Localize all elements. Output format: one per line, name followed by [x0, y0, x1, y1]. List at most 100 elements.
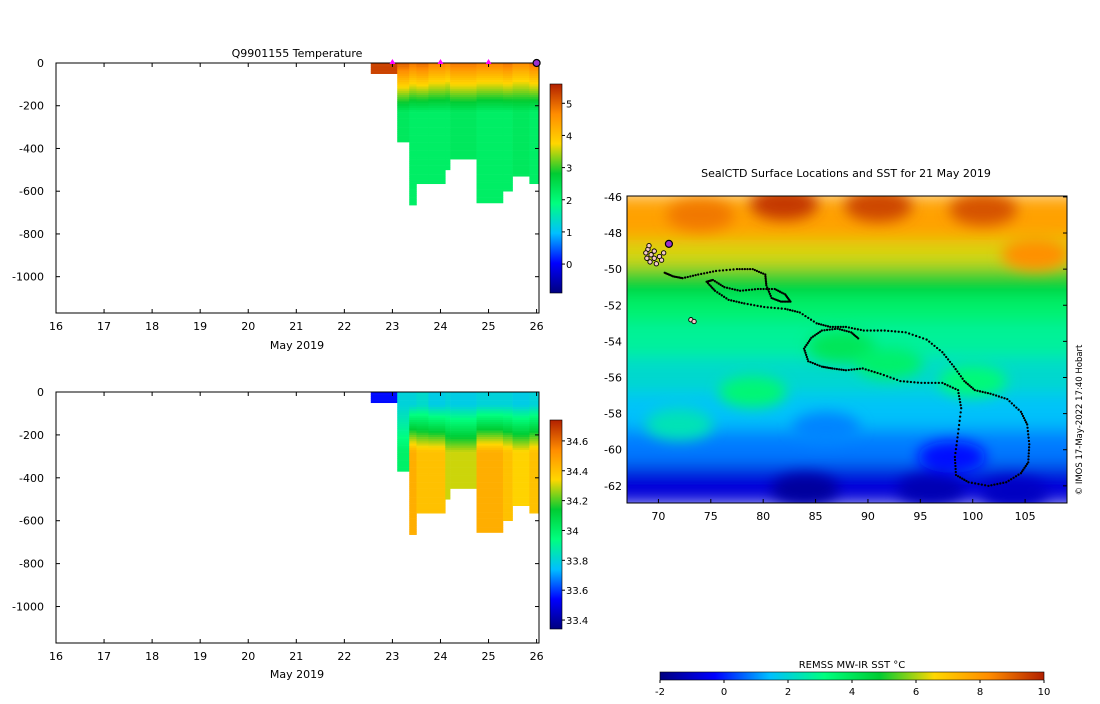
salinity-cell [502, 439, 513, 442]
temperature-cell [476, 195, 504, 198]
temperature-cell [450, 71, 477, 74]
track-point [737, 301, 741, 304]
salinity-cell [428, 503, 446, 507]
temperature-cell [476, 114, 504, 117]
temperature-cell [450, 110, 477, 113]
temperature-cell [428, 137, 446, 141]
temperature-cell [416, 77, 429, 81]
salinity-cell [512, 462, 530, 466]
track-point [906, 380, 909, 383]
temperature-cell [409, 122, 417, 126]
salinity-cell [428, 411, 446, 414]
temperature-cell [428, 146, 446, 149]
salinity-cell [512, 490, 530, 494]
salinity-cell [409, 503, 417, 507]
track-point [703, 272, 706, 275]
temperature-cell [450, 97, 477, 100]
salinity-cell [529, 460, 540, 464]
temperature-cell [416, 69, 429, 72]
temperature-cell [409, 180, 417, 183]
salinity-cell [445, 400, 451, 404]
track-point [889, 376, 892, 379]
track-point [1008, 400, 1011, 403]
temperature-cell [409, 127, 417, 130]
salinity-cell [428, 407, 446, 410]
temperature-cell [502, 139, 513, 143]
salinity-cell [502, 394, 513, 397]
track-point [1023, 466, 1026, 469]
temperature-cell [529, 139, 540, 143]
salinity-cell [445, 452, 451, 455]
temperature-cell [397, 103, 410, 107]
salinity-cell [450, 400, 477, 404]
salinity-cell [502, 396, 513, 399]
track-point [946, 358, 950, 361]
track-point [853, 368, 856, 371]
salinity-cell [502, 452, 513, 455]
track-point [777, 289, 780, 292]
salinity-xtick-label: 23 [385, 650, 399, 663]
salinity-x-axis: 16 17 18 19 20 21 22 23 24 25 26 [49, 392, 544, 663]
salinity-cell [445, 441, 451, 444]
track-point [713, 280, 716, 283]
track-point [960, 407, 963, 410]
temperature-cell [416, 131, 429, 134]
temperature-cell [529, 146, 540, 149]
salinity-cbtick-label: 33.8 [566, 556, 588, 567]
temperature-cell [450, 82, 477, 85]
track-point [869, 329, 872, 332]
salinity-cell [502, 445, 513, 449]
salinity-cell [502, 460, 513, 464]
temperature-cell [476, 97, 504, 100]
salinity-cell [476, 404, 504, 408]
salinity-cell [476, 494, 504, 498]
salinity-cell [409, 452, 417, 455]
temperature-cell [512, 71, 530, 74]
seal-cluster [643, 243, 697, 325]
salinity-cell [476, 503, 504, 507]
temperature-cell [445, 157, 451, 160]
temperature-cell [397, 101, 410, 104]
salinity-cell [416, 501, 429, 504]
temperature-cell [428, 122, 446, 126]
salinity-cell [529, 471, 540, 474]
temperature-cell [416, 90, 429, 94]
track-point [949, 385, 952, 388]
temperature-cell [445, 150, 451, 154]
temperature-cell [445, 63, 451, 66]
track-point [725, 297, 728, 300]
salinity-cell [529, 432, 540, 436]
temperature-cell [416, 105, 429, 109]
track-point [740, 301, 743, 304]
temperature-cell [529, 137, 540, 141]
salinity-cell [450, 462, 477, 466]
cluster-point [646, 243, 652, 249]
salinity-cell [397, 392, 410, 395]
salinity-cell [428, 428, 446, 431]
map-y-axis: -46-48-50-52-54-56-58-60-62 [604, 191, 1067, 493]
track-point [876, 329, 879, 332]
temperature-cell [416, 122, 429, 126]
temperature-cell [397, 65, 410, 68]
salinity-cell [445, 486, 451, 489]
temperature-cell [409, 152, 417, 156]
track-point [822, 365, 825, 369]
salinity-cell [476, 484, 504, 487]
salinity-cell [416, 473, 429, 476]
track-point [840, 368, 843, 371]
track-point [802, 347, 806, 350]
salinity-cell [476, 428, 504, 431]
temperature-cell [428, 161, 446, 164]
salinity-cell [409, 424, 417, 427]
salinity-cell [445, 398, 451, 401]
track-point [804, 345, 807, 348]
salinity-cell [529, 467, 540, 470]
salinity-cell [416, 467, 429, 470]
track-point [811, 361, 814, 365]
temperature-cell [450, 146, 477, 149]
salinity-cell [409, 467, 417, 470]
salinity-cell [476, 479, 504, 483]
temperature-cell [397, 129, 410, 132]
temperature-cell [416, 161, 429, 164]
track-point [842, 325, 845, 329]
